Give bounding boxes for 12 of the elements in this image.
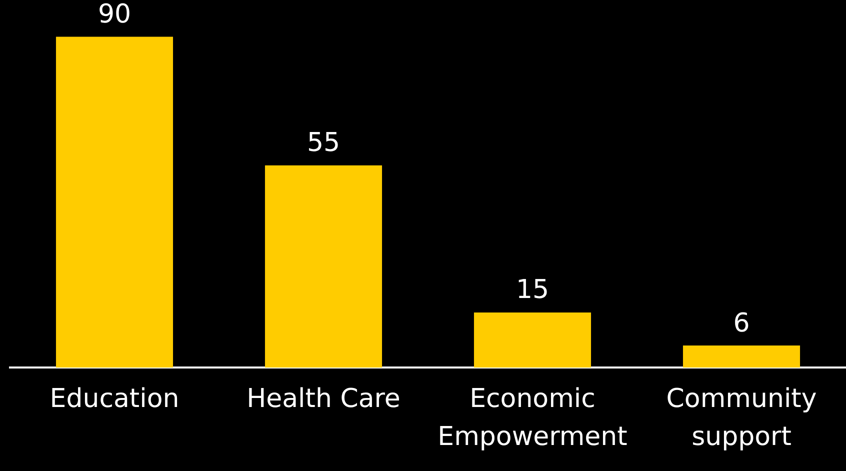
bar	[264, 165, 382, 368]
data-label: 15	[516, 275, 550, 306]
x-tick-label: Health Care	[246, 384, 400, 414]
bar	[56, 36, 174, 368]
bar	[682, 346, 800, 368]
x-tick-label: Community support	[666, 384, 817, 452]
bar	[474, 312, 592, 368]
x-tick-label: Economic Empowerment	[438, 384, 628, 452]
data-label: 6	[733, 308, 750, 338]
x-tick-label: Education	[50, 384, 180, 414]
data-label: 90	[98, 0, 132, 30]
data-label: 55	[306, 128, 340, 158]
